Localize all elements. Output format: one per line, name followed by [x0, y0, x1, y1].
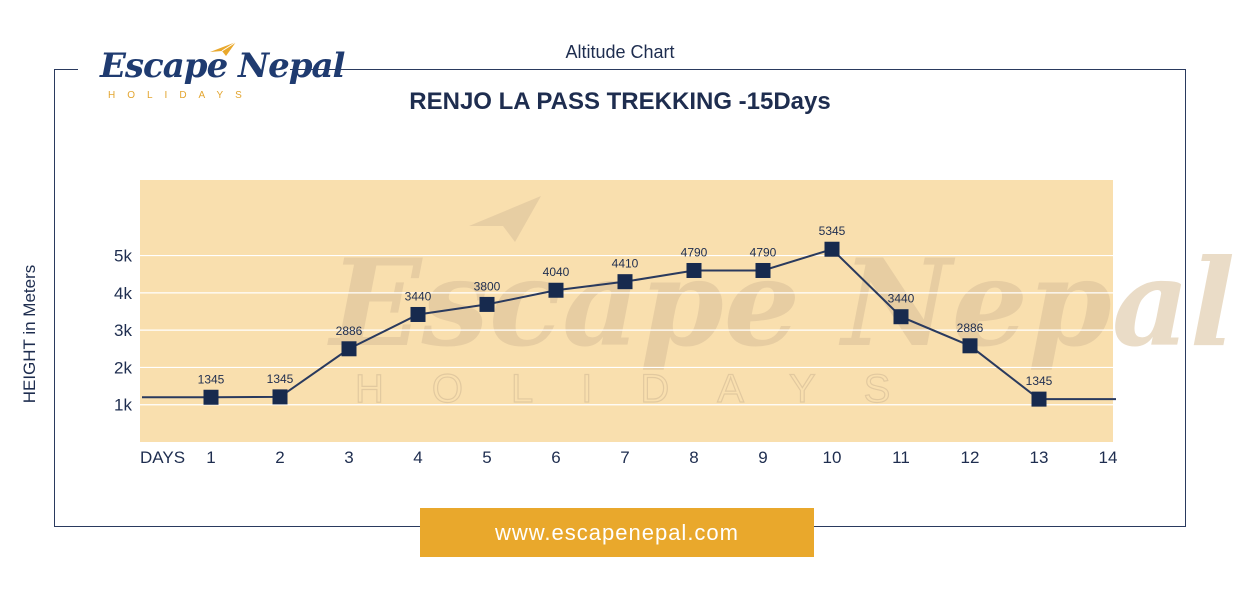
data-label: 4040	[543, 265, 570, 279]
page-heading: Altitude Chart	[565, 42, 675, 62]
x-tick-label: 11	[892, 448, 910, 467]
y-tick-label: 3k	[114, 321, 132, 340]
paper-plane-icon	[210, 41, 237, 56]
x-axis-label: DAYS	[140, 448, 185, 467]
data-point-marker	[410, 306, 426, 322]
watermark-tagline: HOLIDAYS	[355, 367, 938, 411]
data-label: 2886	[957, 321, 984, 335]
x-tick-label: 14	[1099, 448, 1118, 467]
x-tick-label: 5	[482, 448, 491, 467]
data-label: 1345	[267, 372, 294, 386]
watermark-plane-icon	[469, 196, 541, 242]
website-link[interactable]: www.escapenepal.com	[494, 520, 739, 545]
y-tick-label: 4k	[114, 284, 132, 303]
data-point-marker	[479, 296, 495, 312]
data-label: 4790	[750, 245, 777, 259]
x-tick-label: 12	[961, 448, 980, 467]
data-point-marker	[548, 282, 564, 298]
watermark: Escape Nepal HOLIDAYS	[327, 196, 1235, 412]
data-label: 5345	[819, 224, 846, 238]
x-tick-label: 4	[413, 448, 422, 467]
brand-logo: Escape Nepal HOLIDAYS	[78, 40, 345, 112]
x-tick-label: 10	[823, 448, 842, 467]
data-point-marker	[824, 241, 840, 257]
y-tick-label: 1k	[114, 396, 132, 415]
data-label: 3440	[405, 289, 432, 303]
watermark-wordmark: Escape Nepal	[327, 233, 1235, 374]
x-tick-label: 9	[758, 448, 767, 467]
data-point-marker	[341, 341, 357, 357]
plot-area	[140, 180, 1113, 442]
data-label: 1345	[1026, 374, 1053, 388]
y-tick-label: 5k	[114, 247, 132, 266]
data-label: 2886	[336, 324, 363, 338]
data-point-marker	[1031, 391, 1047, 407]
x-tick-label: 6	[551, 448, 560, 467]
data-point-marker	[272, 389, 288, 405]
data-point-marker	[203, 389, 219, 405]
y-tick-label: 2k	[114, 358, 132, 377]
logo-wordmark: Escape Nepal	[100, 46, 345, 86]
logo-tagline: HOLIDAYS	[108, 90, 254, 101]
x-tick-label: 7	[620, 448, 629, 467]
x-tick-label: 2	[275, 448, 284, 467]
data-point-marker	[617, 274, 633, 290]
data-label: 4410	[612, 257, 639, 271]
x-tick-label: 3	[344, 448, 353, 467]
data-label: 1345	[198, 372, 225, 386]
data-label: 3440	[888, 292, 915, 306]
x-tick-label: 8	[689, 448, 698, 467]
data-point-marker	[893, 309, 909, 325]
data-point-marker	[755, 262, 771, 278]
x-tick-label: 13	[1030, 448, 1049, 467]
website-banner[interactable]: www.escapenepal.com	[420, 508, 814, 557]
x-tick-label: 1	[206, 448, 215, 467]
data-label: 4790	[681, 245, 708, 259]
chart-title: RENJO LA PASS TREKKING -15Days	[409, 88, 831, 115]
y-axis-label: HEIGHT in Meters	[20, 264, 39, 404]
data-point-marker	[962, 338, 978, 354]
data-label: 3800	[474, 279, 501, 293]
data-point-marker	[686, 262, 702, 278]
